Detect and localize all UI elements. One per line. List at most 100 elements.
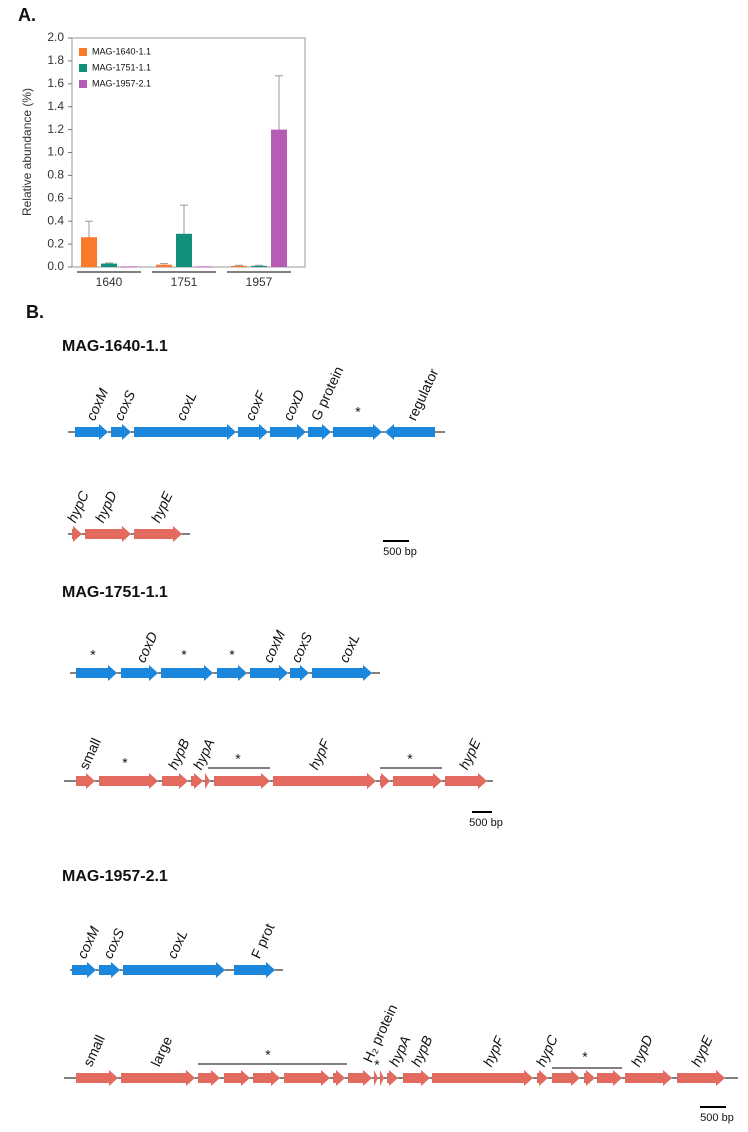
bar [156, 264, 172, 267]
gene-label: coxF [242, 387, 270, 423]
gene-label: coxS [100, 925, 128, 961]
y-tick-label: 1.6 [47, 76, 64, 90]
legend-swatch [79, 48, 87, 56]
gene-arrow [191, 773, 203, 789]
gene-arrow [625, 1070, 672, 1086]
mag-title: MAG-1957-2.1 [62, 868, 168, 885]
gene-arrow [123, 962, 225, 978]
gene-label: coxM [74, 923, 103, 960]
gene-arrow [597, 1070, 622, 1086]
mag-title: MAG-1751-1.1 [62, 584, 168, 601]
gene-arrow [308, 424, 331, 440]
gene-label: coxD [280, 387, 308, 423]
bar [196, 266, 212, 268]
gene-marker: * [407, 751, 413, 767]
y-axis-label: Relative abundance (%) [20, 88, 34, 216]
bar [101, 263, 117, 267]
gene-arrow [403, 1070, 430, 1086]
mag-title: MAG-1640-1.1 [62, 338, 168, 355]
y-tick-label: 0.8 [47, 168, 64, 182]
gene-arrow [217, 665, 247, 681]
gene-label: hypC [64, 488, 93, 525]
gene-label: hypB [408, 1033, 436, 1069]
gene-marker: * [229, 647, 235, 663]
gene-marker: * [122, 755, 128, 771]
gene-label: hypE [688, 1033, 716, 1069]
gene-arrow [333, 424, 382, 440]
gene-label: coxM [83, 385, 112, 422]
gene-label: hypE [456, 736, 484, 772]
gene-label: F prot [248, 921, 278, 961]
gene-arrow [214, 773, 270, 789]
gene-arrow [393, 773, 442, 789]
legend-swatch [79, 80, 87, 88]
gene-arrow [385, 424, 435, 440]
bar [231, 265, 247, 267]
gene-label: hypA [190, 736, 218, 772]
gene-label: coxM [260, 627, 289, 664]
gene-arrow [677, 1070, 725, 1086]
gene-label: coxS [111, 387, 139, 423]
gene-arrow [380, 773, 390, 789]
gene-label: coxD [133, 629, 161, 665]
scale-label: 500 bp [469, 817, 503, 829]
scale-label: 500 bp [383, 546, 417, 558]
legend-label: MAG-1751-1.1 [92, 62, 151, 72]
gene-arrow [134, 424, 236, 440]
gene-arrow [273, 773, 376, 789]
gene-arrow [234, 962, 275, 978]
y-tick-label: 0.2 [47, 236, 64, 250]
bar [251, 265, 267, 267]
gene-arrow [387, 1070, 398, 1086]
gene-arrow [99, 962, 120, 978]
y-tick-label: 1.2 [47, 122, 64, 136]
gene-arrow [584, 1070, 595, 1086]
gene-label: hypF [306, 736, 334, 772]
gene-label: hypB [165, 736, 193, 772]
gene-arrow [72, 962, 96, 978]
gene-arrow [111, 424, 131, 440]
gene-label: coxS [288, 629, 316, 665]
gene-arrow [238, 424, 268, 440]
gene-arrow [198, 1070, 220, 1086]
gene-arrow [380, 1070, 384, 1086]
gene-arrow [348, 1070, 372, 1086]
gene-marker: * [235, 751, 241, 767]
gene-marker: * [355, 404, 361, 420]
scale-label: 500 bp [700, 1112, 734, 1124]
gene-arrow [134, 526, 182, 542]
gene-arrow [312, 665, 372, 681]
gene-arrow [121, 1070, 195, 1086]
gene-marker: * [265, 1047, 271, 1063]
x-tick-label: 1751 [171, 275, 198, 289]
gene-marker: * [181, 647, 187, 663]
gene-arrow [162, 773, 188, 789]
gene-label: hypD [92, 488, 120, 524]
gene-label: hypE [148, 489, 176, 525]
gene-arrow [99, 773, 158, 789]
gene-label: large [148, 1034, 176, 1069]
y-tick-label: 1.0 [47, 145, 64, 159]
bar [176, 233, 192, 267]
gene-label: G protein [308, 364, 347, 423]
gene-label: coxL [336, 631, 363, 665]
gene-arrow [76, 665, 117, 681]
legend-label: MAG-1640-1.1 [92, 46, 151, 56]
bar [121, 266, 137, 268]
gene-arrow [72, 526, 82, 542]
gene-arrow [76, 1070, 118, 1086]
gene-arrow [552, 1070, 580, 1086]
gene-arrow [75, 424, 108, 440]
panel-label: A. [18, 5, 36, 25]
gene-arrow [445, 773, 487, 789]
gene-arrow [290, 665, 309, 681]
gene-marker: * [582, 1049, 588, 1065]
y-tick-label: 1.8 [47, 53, 64, 67]
y-tick-label: 2.0 [47, 30, 64, 44]
bar [271, 129, 287, 267]
gene-label: hypC [533, 1032, 562, 1069]
panel-label: B. [26, 302, 44, 322]
gene-arrow [85, 526, 131, 542]
gene-arrow [333, 1070, 345, 1086]
